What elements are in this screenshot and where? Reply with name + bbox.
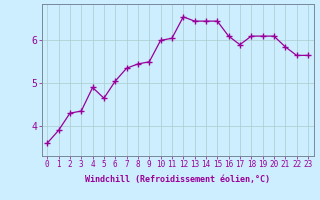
X-axis label: Windchill (Refroidissement éolien,°C): Windchill (Refroidissement éolien,°C) bbox=[85, 175, 270, 184]
